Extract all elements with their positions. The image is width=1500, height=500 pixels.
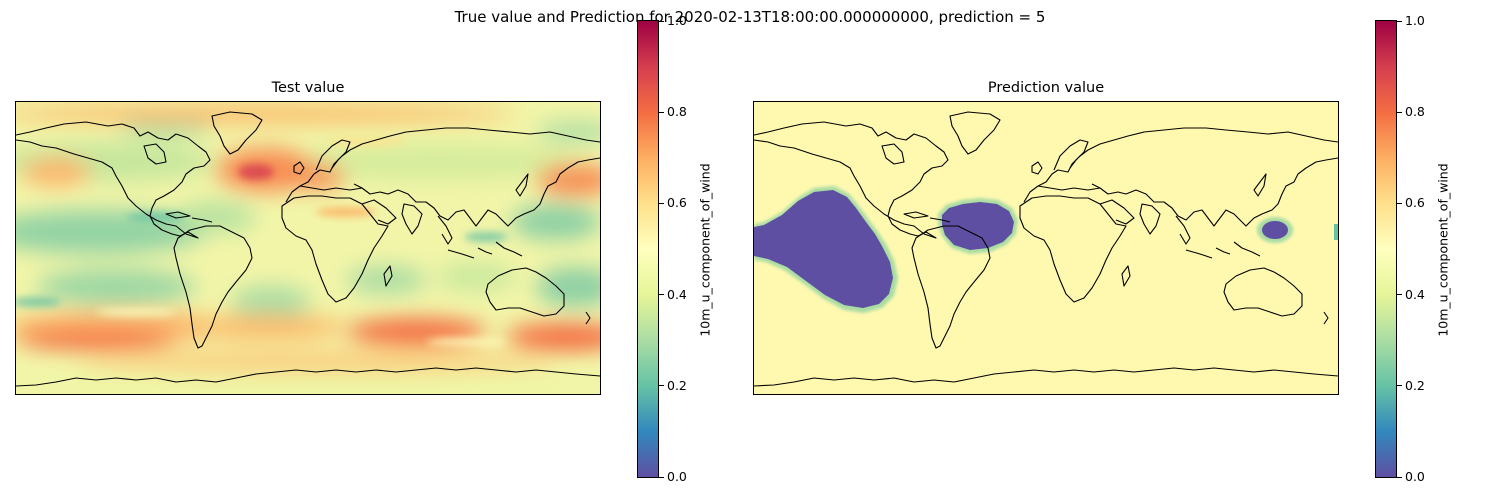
colorbar-tick [1397, 20, 1402, 22]
colorbar-tick [659, 202, 664, 204]
colorbar-tick-label: 0.4 [667, 286, 687, 302]
test-value-map [15, 101, 601, 395]
prediction-value-heatmap [754, 102, 1338, 394]
pacific-low-patch [754, 190, 893, 308]
colorbar-tick-label: 0.2 [1405, 377, 1425, 393]
test-value-heatmap [16, 102, 600, 394]
colorbar-tick [1397, 294, 1402, 296]
colorbar-tick [659, 476, 664, 478]
colorbar-tick-label: 0.0 [667, 469, 687, 484]
prediction-low-regions [754, 186, 1338, 313]
prediction-colorbar-label: 10m_u_component_of_wind [1435, 163, 1451, 337]
figure-title: True value and Prediction for 2020-02-13… [454, 8, 1046, 26]
prediction-colorbar [1375, 20, 1397, 478]
test-colorbar [637, 20, 659, 478]
colorbar-tick-label: 0.0 [1405, 469, 1425, 484]
prediction-value-map [753, 101, 1339, 395]
prediction-map-title: Prediction value [987, 80, 1105, 96]
colorbar-tick [659, 20, 664, 22]
colorbar-tick-label: 0.8 [667, 104, 687, 120]
colorbar-tick [659, 385, 664, 387]
colorbar-tick [659, 294, 664, 296]
atlantic-low-patch [942, 202, 1014, 250]
east-edge-low-patch [1334, 224, 1338, 240]
colorbar-tick [1397, 111, 1402, 113]
test-map-title: Test value [271, 80, 345, 96]
prediction-colorbar-gradient [1376, 21, 1396, 477]
colorbar-tick-label: 0.8 [1405, 104, 1425, 120]
test-colorbar-label: 10m_u_component_of_wind [697, 163, 713, 337]
colorbar-tick-label: 1.0 [667, 13, 687, 28]
colorbar-tick [1397, 385, 1402, 387]
colorbar-tick-label: 0.6 [1405, 195, 1425, 211]
test-value-filaments [16, 138, 508, 346]
colorbar-tick [1397, 202, 1402, 204]
test-colorbar-gradient [638, 21, 658, 477]
colorbar-tick-label: 0.6 [667, 195, 687, 211]
colorbar-tick [659, 111, 664, 113]
colorbar-tick [1397, 476, 1402, 478]
colorbar-tick-label: 0.2 [667, 377, 687, 393]
colorbar-tick-label: 0.4 [1405, 286, 1425, 302]
west-pacific-low-patch [1262, 221, 1288, 239]
colorbar-tick-label: 1.0 [1405, 13, 1425, 28]
